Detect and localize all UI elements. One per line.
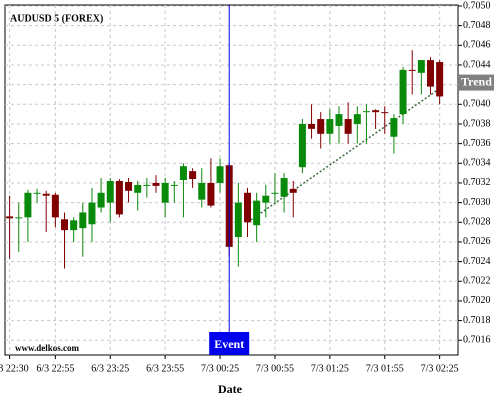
candle-body	[61, 219, 68, 231]
candle-body	[427, 60, 434, 87]
trend-label-box	[458, 74, 494, 91]
candle-body	[326, 119, 334, 134]
x-axis-label: Date	[218, 382, 243, 396]
candle-body	[189, 171, 197, 180]
candle-body	[344, 119, 352, 134]
candle-body	[125, 181, 133, 191]
candle-body	[436, 62, 444, 97]
candle-body	[262, 195, 270, 203]
candle-body	[6, 216, 14, 219]
x-tick-label: 6/3 22:55	[36, 363, 74, 374]
y-tick-label: 0.7046	[463, 40, 491, 51]
candle-body	[152, 182, 160, 186]
candle-body	[362, 111, 370, 113]
candle-body	[244, 192, 251, 223]
candle-body	[161, 182, 169, 203]
y-tick-label: 0.7026	[463, 236, 491, 247]
candle-body	[381, 112, 389, 114]
x-tick-label: 7/3 01:25	[311, 363, 349, 374]
candle-body	[115, 180, 123, 215]
y-tick-label: 0.7036	[463, 138, 491, 149]
trend-label: Trend	[461, 74, 492, 88]
x-tick-label: 7/3 00:55	[256, 363, 294, 374]
candle-body	[417, 60, 425, 73]
x-tick-label: 6/3 23:25	[91, 363, 129, 374]
candle-body	[207, 182, 215, 206]
candle-body	[97, 192, 105, 208]
x-tick-label: 6/3 22:30	[0, 363, 29, 374]
candle-body	[15, 217, 23, 219]
candle-body	[179, 166, 187, 180]
candle-body	[289, 188, 297, 193]
y-tick-label: 0.7038	[463, 118, 491, 129]
candle-body	[298, 123, 306, 168]
candle-body	[216, 166, 224, 183]
x-tick-label: 7/3 02:25	[421, 363, 459, 374]
candle-body	[253, 200, 261, 226]
candle-body	[24, 192, 32, 218]
candle-body	[198, 182, 206, 200]
event-label-box	[209, 332, 250, 355]
candle-body	[51, 194, 59, 218]
y-tick-label: 0.7032	[463, 177, 491, 188]
candle-body	[170, 184, 178, 186]
candle-body	[70, 220, 78, 231]
y-tick-label: 0.7044	[463, 59, 491, 70]
candle-body	[335, 114, 343, 126]
y-tick-label: 0.7020	[463, 295, 491, 306]
chart-title: AUDUSD 5 (FOREX)	[10, 13, 103, 24]
candle-body	[234, 202, 242, 238]
candle-body	[408, 69, 416, 71]
candle-body	[353, 114, 361, 124]
candle-body	[280, 178, 288, 197]
candle-body	[308, 123, 316, 129]
y-tick-label: 0.7048	[463, 20, 491, 31]
y-tick-label: 0.7016	[463, 335, 491, 346]
y-tick-label: 0.7028	[463, 217, 491, 228]
candle-body	[106, 180, 114, 203]
y-tick-label: 0.7030	[463, 197, 491, 208]
candle-body	[317, 119, 325, 134]
y-tick-label: 0.7024	[463, 256, 491, 267]
candle-body	[33, 192, 41, 194]
y-tick-label: 0.7040	[463, 99, 491, 110]
candle-body	[143, 184, 151, 186]
x-tick-label: 6/3 23:55	[146, 363, 184, 374]
y-tick-label: 0.7034	[463, 158, 491, 169]
x-tick-label: 7/3 01:55	[366, 363, 404, 374]
y-tick-label: 0.7018	[463, 315, 491, 326]
y-tick-label: 0.7050	[463, 0, 491, 11]
candle-body	[372, 110, 380, 113]
candle-body	[390, 118, 398, 137]
event-label: Event	[214, 337, 244, 351]
candle-body	[134, 184, 142, 193]
trend-line	[247, 87, 441, 223]
x-tick-label: 7/3 00:25	[201, 363, 239, 374]
candle-body	[79, 212, 87, 229]
candle-body	[271, 192, 279, 194]
y-tick-label: 0.7022	[463, 276, 491, 287]
candle-body	[88, 202, 96, 225]
candle-body	[42, 193, 50, 196]
candle-body	[399, 69, 407, 115]
watermark: www.delkos.com	[15, 343, 80, 353]
